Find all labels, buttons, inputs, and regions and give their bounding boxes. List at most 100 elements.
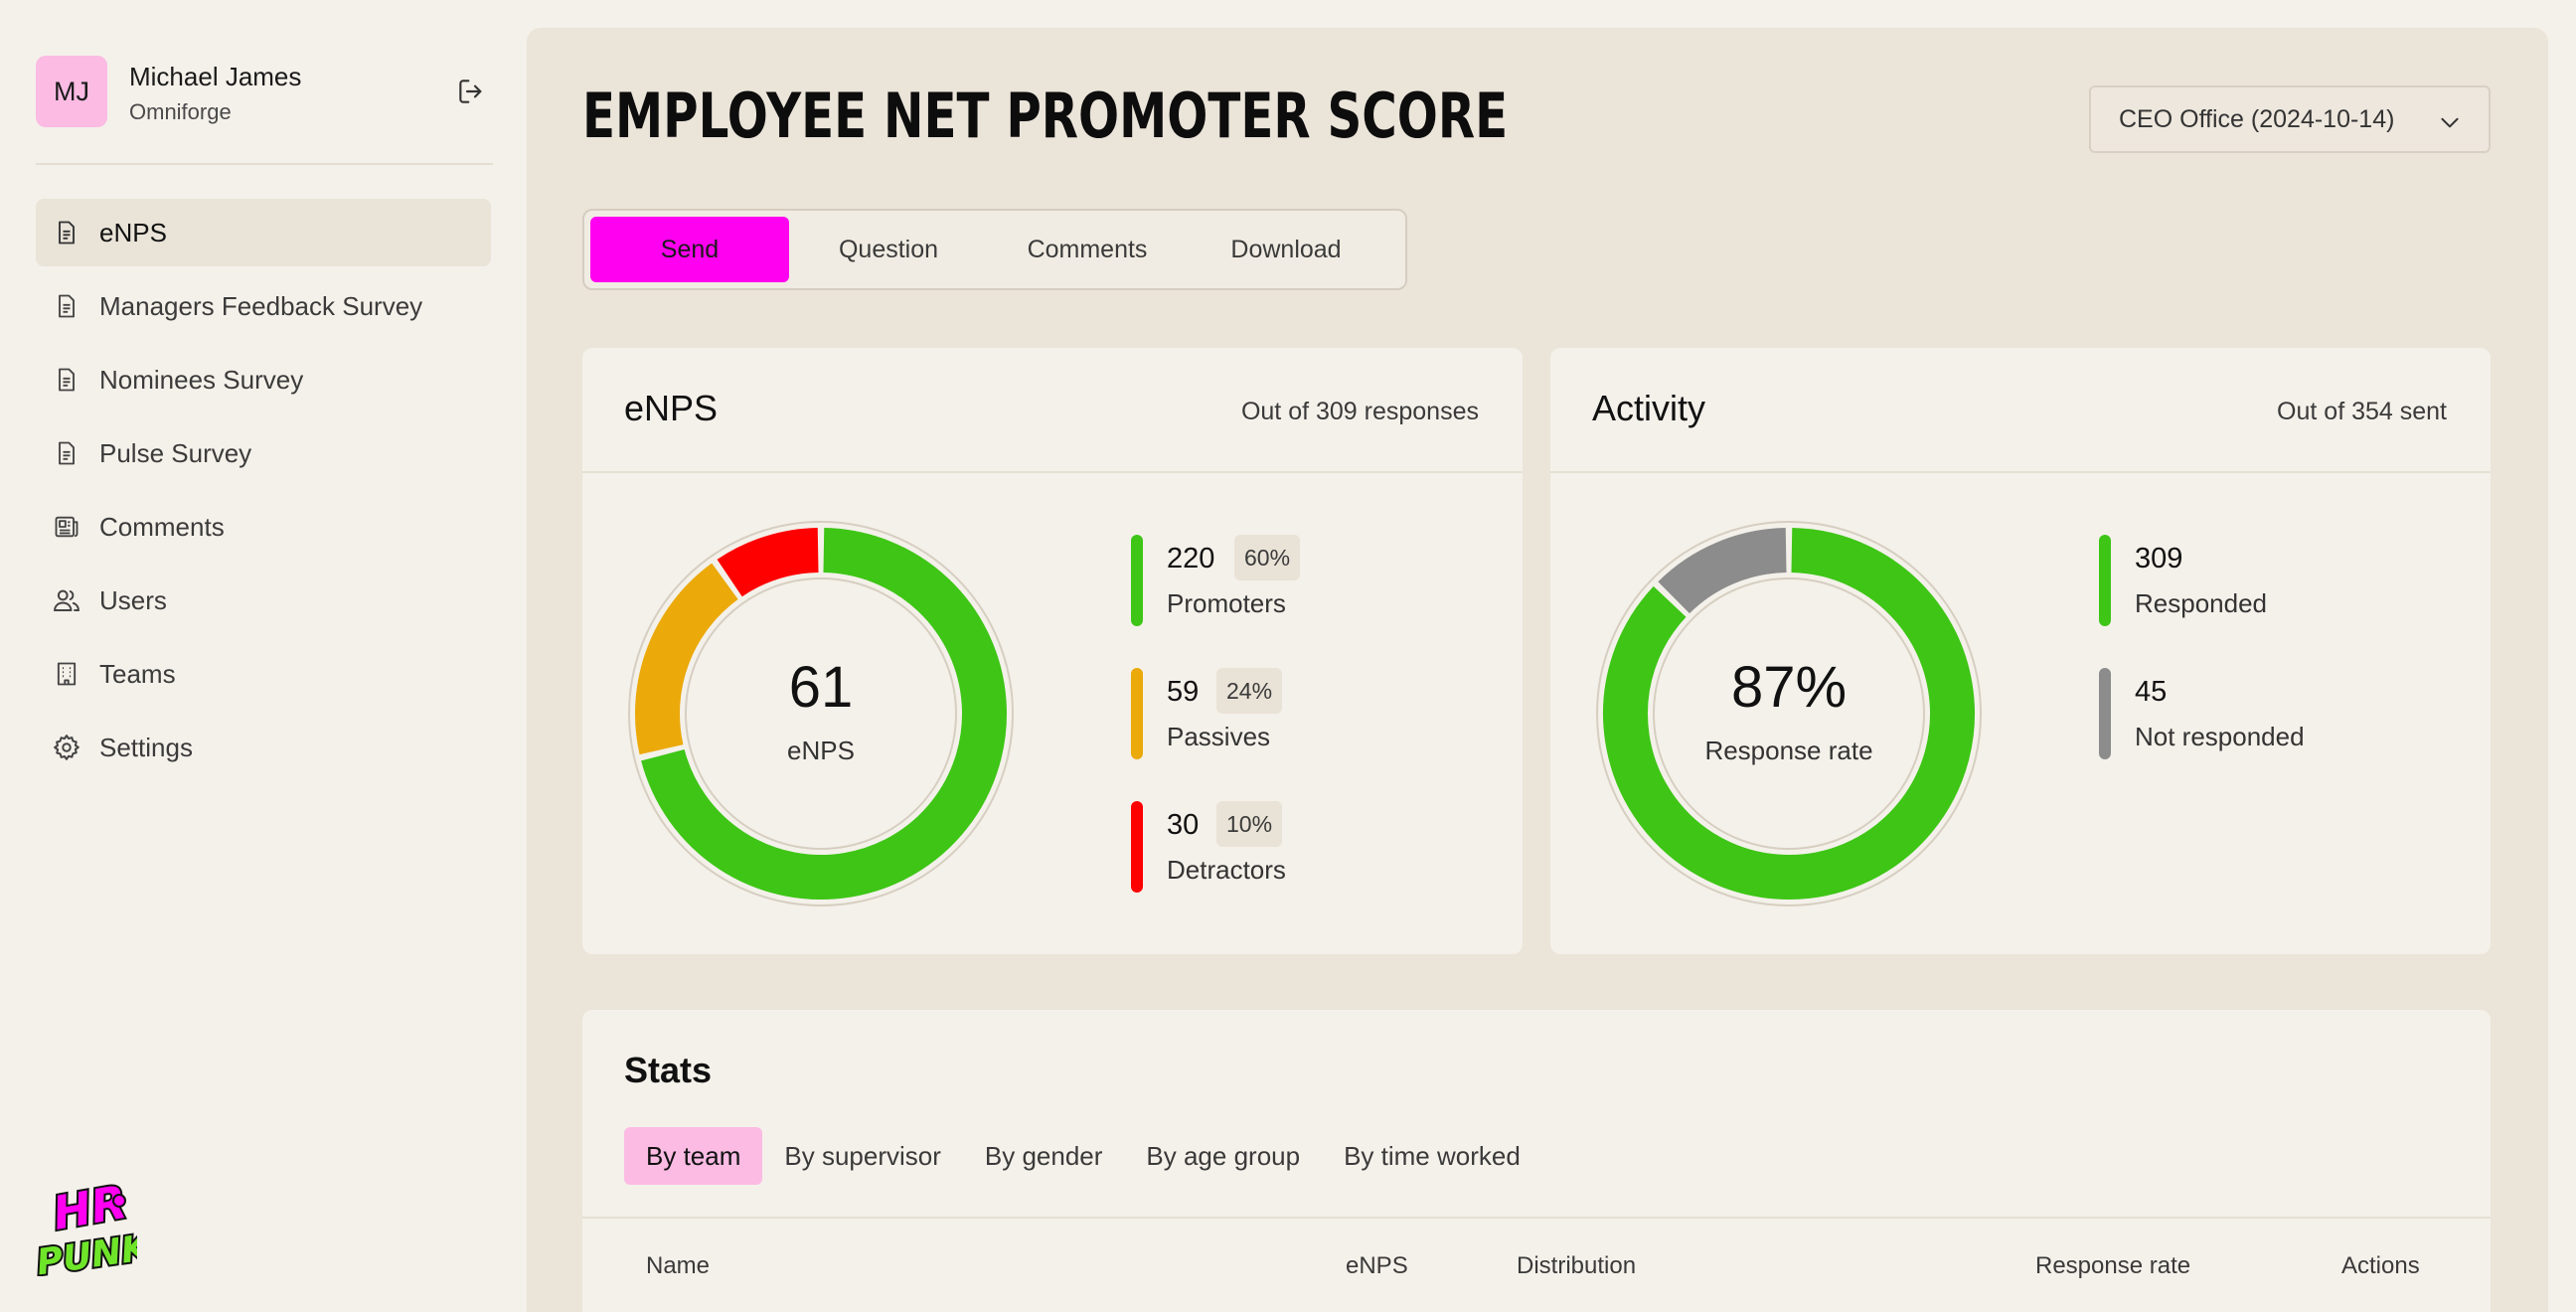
sidebar-item-label: Settings	[99, 732, 193, 762]
sidebar-item-label: Managers Feedback Survey	[99, 290, 423, 321]
promoters-count: 220	[1167, 543, 1215, 574]
office-select[interactable]: CEO Office (2024-10-14)	[2089, 85, 2491, 153]
building-icon	[52, 659, 81, 689]
sidebar-item-label: eNPS	[99, 217, 167, 247]
stats-tab-bar: By team By supervisor By gender By age g…	[624, 1127, 1542, 1185]
activity-slice-not-responded	[1658, 528, 1788, 614]
sidebar: MJ Michael James Omniforge eNPS Managers…	[0, 0, 527, 1312]
passives-color-bar	[1131, 668, 1143, 759]
card-divider	[582, 471, 1523, 473]
document-icon	[52, 291, 81, 321]
responded-label: Responded	[2135, 588, 2267, 618]
office-select-value: CEO Office (2024-10-14)	[2119, 104, 2395, 133]
promoters-label: Promoters	[1167, 588, 1286, 618]
newspaper-icon	[52, 512, 81, 542]
responded-count: 309	[2135, 543, 2183, 574]
column-header-distribution[interactable]: Distribution	[1517, 1252, 1637, 1279]
activity-donut-chart: 87% Response rate	[1590, 515, 1988, 912]
tab-by-supervisor[interactable]: By supervisor	[784, 1140, 941, 1171]
activity-legend: 309 Responded 45 Not responded	[2099, 535, 2397, 801]
detractors-color-bar	[1131, 801, 1143, 893]
sidebar-item-label: Nominees Survey	[99, 364, 304, 395]
enps-slice-detractors	[717, 528, 820, 597]
chevron-down-icon	[2441, 117, 2459, 128]
legend-passives: 59 24% Passives	[1131, 668, 1429, 759]
sidebar-item-label: Teams	[99, 658, 176, 689]
donut-inner-ring	[1653, 577, 1925, 850]
donut-outer-ring	[1596, 521, 1982, 906]
page-title: EMPLOYEE NET PROMOTER SCORE	[582, 80, 1509, 152]
enps-slice-passives	[635, 563, 739, 755]
activity-card: Activity Out of 354 sent 87% Response ra…	[1550, 348, 2491, 954]
enps-card-title: eNPS	[624, 388, 719, 428]
avatar[interactable]: MJ	[36, 56, 107, 127]
enps-donut-svg	[628, 521, 1014, 906]
activity-card-subtitle: Out of 354 sent	[2277, 398, 2447, 425]
enps-score-label: eNPS	[787, 736, 855, 765]
legend-detractors: 30 10% Detractors	[1131, 801, 1429, 893]
logout-icon	[459, 80, 482, 103]
enps-card-subtitle: Out of 309 responses	[1240, 398, 1479, 425]
enps-score: 61	[788, 655, 854, 720]
card-divider	[1550, 471, 2491, 473]
sidebar-item-teams[interactable]: Teams	[36, 640, 491, 708]
sidebar-item-label: Users	[99, 584, 167, 615]
sidebar-item-settings[interactable]: Settings	[36, 714, 491, 781]
enps-slice-promoters	[641, 528, 1007, 900]
tab-download[interactable]: Download	[1230, 235, 1342, 263]
not-responded-color-bar	[2099, 668, 2111, 759]
sidebar-item-managers-feedback-survey[interactable]: Managers Feedback Survey	[36, 272, 491, 340]
sidebar-item-nominees-survey[interactable]: Nominees Survey	[36, 346, 491, 413]
tab-by-gender[interactable]: By gender	[984, 1140, 1103, 1171]
tab-by-time-worked[interactable]: By time worked	[1344, 1140, 1521, 1171]
activity-slice-responded	[1603, 528, 1975, 900]
enps-donut-chart: 61 eNPS	[622, 515, 1020, 912]
legend-responded: 309 Responded	[2099, 535, 2397, 626]
column-header-enps[interactable]: eNPS	[1346, 1252, 1408, 1279]
detractors-label: Detractors	[1167, 855, 1286, 885]
tab-question[interactable]: Question	[838, 235, 939, 263]
enps-legend: 220 60% Promoters 59 24% Passives 30 10%…	[1131, 535, 1429, 934]
responded-color-bar	[2099, 535, 2111, 626]
column-header-name[interactable]: Name	[646, 1252, 711, 1279]
hr-punks-logo: HR PUNKS	[32, 1173, 179, 1286]
passives-count: 59	[1167, 676, 1200, 708]
sidebar-item-users[interactable]: Users	[36, 567, 491, 634]
tab-bar: Send Question Comments Download	[582, 209, 1407, 290]
sidebar-nav: eNPS Managers Feedback Survey Nominees S…	[36, 199, 491, 787]
document-icon	[52, 218, 81, 247]
tab-comments[interactable]: Comments	[1027, 235, 1148, 263]
passives-percent: 24%	[1216, 668, 1283, 714]
sidebar-item-label: Pulse Survey	[99, 437, 252, 468]
column-header-actions: Actions	[2341, 1252, 2420, 1279]
sidebar-item-enps[interactable]: eNPS	[36, 199, 491, 266]
stats-title: Stats	[624, 1050, 713, 1090]
sidebar-item-comments[interactable]: Comments	[36, 493, 491, 561]
activity-donut-svg	[1596, 521, 1982, 906]
detractors-percent: 10%	[1216, 801, 1283, 847]
logout-button[interactable]	[453, 74, 489, 109]
sidebar-divider	[36, 163, 493, 165]
main-content: EMPLOYEE NET PROMOTER SCORE CEO Office (…	[527, 28, 2548, 1312]
user-profile: MJ Michael James Omniforge	[36, 56, 493, 127]
user-org: Omniforge	[129, 99, 232, 124]
gear-icon	[52, 733, 81, 762]
detractors-count: 30	[1167, 809, 1200, 841]
document-icon	[52, 438, 81, 468]
response-rate-value: 87%	[1730, 655, 1848, 720]
column-header-response-rate[interactable]: Response rate	[2035, 1252, 2191, 1279]
activity-card-title: Activity	[1592, 388, 1706, 428]
promoters-color-bar	[1131, 535, 1143, 626]
donut-outer-ring	[628, 521, 1014, 906]
stats-divider	[582, 1217, 2491, 1219]
donut-inner-ring	[685, 577, 957, 850]
enps-card: eNPS Out of 309 responses 61 eNPS 220 60…	[582, 348, 1523, 954]
sidebar-item-pulse-survey[interactable]: Pulse Survey	[36, 419, 491, 487]
tab-by-age-group[interactable]: By age group	[1146, 1140, 1301, 1171]
user-name: Michael James	[129, 62, 302, 91]
promoters-percent: 60%	[1234, 535, 1301, 580]
tab-send[interactable]: Send	[590, 217, 789, 282]
passives-label: Passives	[1167, 722, 1271, 751]
tab-by-team[interactable]: By team	[624, 1127, 763, 1185]
response-rate-label: Response rate	[1704, 736, 1873, 765]
